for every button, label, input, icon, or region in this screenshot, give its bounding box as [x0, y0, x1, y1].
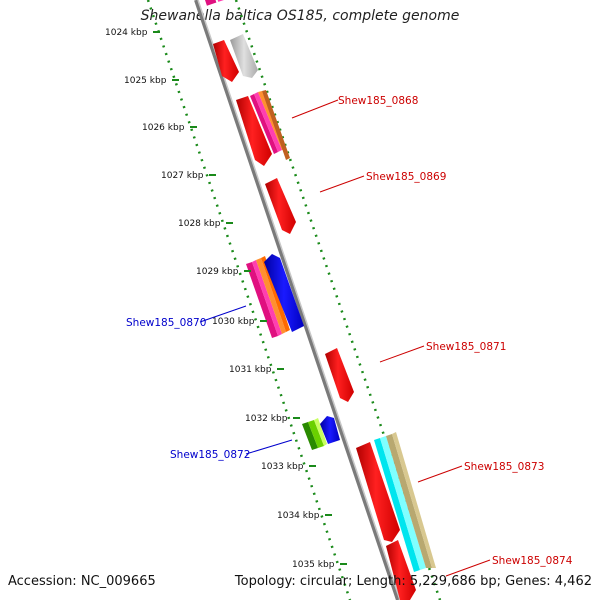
leader-0870	[199, 305, 247, 323]
leader-0873	[417, 465, 463, 483]
gene-0871	[325, 348, 354, 402]
gene-0873-red	[356, 442, 400, 542]
page-title: Shewanella baltica OS185, complete genom…	[140, 8, 460, 24]
leader-0871	[379, 345, 425, 363]
gene-label-0870[interactable]: Shew185_0870	[126, 317, 206, 329]
tick-label: 1031 kbp	[229, 365, 272, 375]
gene-label-0874[interactable]: Shew185_0874	[492, 555, 573, 567]
gene-forward-1	[213, 40, 239, 82]
tick-label: 1026 kbp	[142, 123, 185, 133]
leader-0868	[291, 99, 339, 119]
gene-0873-multicolor	[374, 432, 436, 572]
gene-label-0868[interactable]: Shew185_0868	[338, 95, 418, 107]
backbone-highlight	[197, 0, 401, 600]
tick-label: 1029 kbp	[196, 267, 239, 277]
gene-blue-1	[264, 254, 304, 332]
tick-label: 1033 kbp	[261, 462, 304, 472]
tick-label: 1035 kbp	[292, 560, 335, 570]
leader-0872	[245, 439, 293, 455]
gene-0869	[265, 178, 296, 234]
gene-blue-2	[320, 416, 340, 444]
genome-backbone	[194, 0, 400, 600]
leader-0869	[319, 175, 365, 193]
gene-0868-multicolor	[250, 90, 290, 160]
tick-label: 1030 kbp	[212, 317, 255, 327]
tick-label: 1028 kbp	[178, 219, 221, 229]
leader-0874	[445, 559, 491, 577]
gene-label-0873[interactable]: Shew185_0873	[464, 461, 544, 473]
gene-top-partial	[202, 0, 230, 6]
gene-forward-2	[236, 96, 272, 166]
tick-label: 1032 kbp	[245, 414, 288, 424]
tick-label: 1025 kbp	[124, 76, 167, 86]
tick-label: 1027 kbp	[161, 171, 204, 181]
tick-label: 1034 kbp	[277, 511, 320, 521]
gene-0872-green	[302, 418, 327, 450]
gene-label-0869[interactable]: Shew185_0869	[366, 171, 446, 183]
inner-tick-ring	[146, 0, 352, 600]
tick-labels: 1024 kbp 1025 kbp 1026 kbp 1027 kbp 1028 kbp…	[105, 28, 347, 570]
gene-label-0871[interactable]: Shew185_0871	[426, 341, 506, 353]
genome-summary-text: Topology: circular; Length: 5,229,686 bp…	[234, 574, 592, 589]
accession-text: Accession: NC_009665	[8, 574, 156, 589]
gene-label-0872[interactable]: Shew185_0872	[170, 449, 250, 461]
gene-gray	[230, 34, 258, 78]
gene-0870-multicolor	[246, 256, 290, 338]
tick-label: 1024 kbp	[105, 28, 148, 38]
gene-0874	[386, 540, 416, 600]
